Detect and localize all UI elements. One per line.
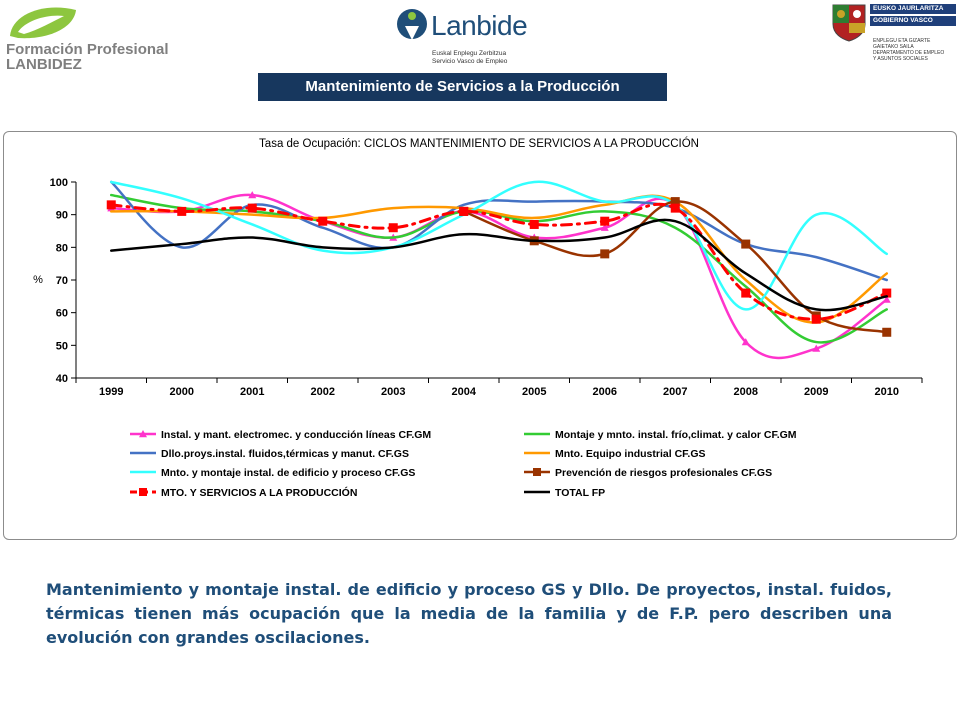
data-point [106, 200, 116, 210]
occupancy-line-chart: Tasa de Ocupación: CICLOS MANTENIMIENTO … [33, 137, 923, 499]
chart-title: Tasa de Ocupación: CICLOS MANTENIMIENTO … [259, 137, 699, 150]
data-point [882, 327, 892, 337]
legend-label: Dllo.proys.instal. fluidos,térmicas y ma… [161, 448, 409, 460]
y-tick-label: 40 [56, 373, 68, 385]
data-point [318, 216, 328, 226]
data-point [600, 223, 609, 231]
legend-item: TOTAL FP [524, 487, 605, 499]
section-title-banner: Mantenimiento de Servicios a la Producci… [258, 73, 667, 101]
data-point [812, 344, 821, 352]
data-point [670, 197, 680, 207]
series-line [110, 180, 888, 311]
series-line [110, 180, 888, 282]
legend-item: Prevención de riesgos profesionales CF.G… [524, 467, 772, 479]
data-point [741, 288, 751, 298]
gv-bar-gobierno: GOBIERNO VASCO [870, 16, 956, 26]
series-3 [110, 180, 888, 282]
legend-marker [139, 488, 147, 496]
data-point [248, 191, 257, 199]
lanbide-name: Lanbide [431, 10, 528, 41]
data-point [177, 206, 187, 216]
data-point [882, 288, 892, 298]
series-line [110, 194, 888, 324]
y-axis-label: % [33, 274, 43, 286]
legend-item: Dllo.proys.instal. fluidos,térmicas y ma… [130, 448, 409, 460]
x-tick-label: 2001 [240, 386, 264, 398]
series-7 [106, 200, 892, 324]
legend-label: Mnto. Equipo industrial CF.GS [555, 448, 706, 460]
data-point [247, 203, 257, 213]
series-layer [106, 180, 892, 360]
data-point [741, 338, 750, 346]
y-tick-label: 50 [56, 340, 68, 352]
data-point [388, 223, 398, 233]
series-5 [110, 180, 888, 311]
data-point [811, 314, 821, 324]
x-tick-label: 2007 [663, 386, 687, 398]
legend-label: Prevención de riesgos profesionales CF.G… [555, 467, 772, 479]
x-tick-label: 2000 [170, 386, 194, 398]
legend-label: MTO. Y SERVICIOS A LA PRODUCCIÓN [161, 486, 357, 499]
chart-legend: Instal. y mant. electromec. y conducción… [130, 429, 797, 499]
lanbide-emblem-icon [397, 9, 427, 40]
y-tick-label: 60 [56, 308, 68, 320]
y-tick-label: 90 [56, 210, 68, 222]
legend-label: Instal. y mant. electromec. y conducción… [161, 429, 431, 441]
fp-logo-line2: LANBIDEZ [6, 56, 82, 73]
chart-axes: 40 50 60 70 80 90 100 1999 2000 2001 2002 2003 2004 2… [50, 177, 923, 398]
x-tick-label: 1999 [99, 386, 123, 398]
x-tick-label: 2008 [734, 386, 758, 398]
data-point [529, 219, 539, 229]
gv-bar-eusko: EUSKO JAURLARITZA [870, 4, 956, 14]
legend-marker [139, 430, 147, 438]
gv-dept-line2: GAIETAKO SAILA [873, 44, 914, 50]
legend-label: TOTAL FP [555, 487, 605, 499]
x-tick-label: 2009 [804, 386, 828, 398]
y-tick-label: 100 [50, 177, 68, 189]
x-tick-label: 2005 [522, 386, 546, 398]
data-point [600, 249, 610, 259]
gobierno-vasco-logo: EUSKO JAURLARITZA GOBIERNO VASCO ENPLEGU… [830, 2, 956, 70]
gv-dept-line1: ENPLEGU ETA GIZARTE [873, 38, 931, 44]
legend-item: Montaje y mnto. instal. frío,climat. y c… [524, 429, 797, 441]
y-tick-label: 70 [56, 275, 68, 287]
data-point [670, 203, 680, 213]
legend-marker [533, 468, 541, 476]
x-tick-label: 2010 [875, 386, 899, 398]
series-8 [110, 218, 888, 312]
x-tick-label: 2004 [452, 386, 477, 398]
fp-leaf-icon [10, 7, 76, 39]
legend-item: Mnto. Equipo industrial CF.GS [524, 448, 706, 460]
legend-item: Mnto. y montaje instal. de edificio y pr… [130, 467, 415, 479]
lanbide-sub-es: Servicio Vasco de Empleo [432, 58, 508, 65]
data-point [882, 295, 891, 303]
formacion-profesional-logo: Formación Profesional LANBIDEZ [4, 2, 179, 72]
legend-label: Mnto. y montaje instal. de edificio y pr… [161, 467, 415, 479]
x-tick-label: 2002 [311, 386, 335, 398]
gv-dept-line3: DEPARTAMENTO DE EMPLEO [873, 50, 945, 56]
data-point [741, 239, 751, 249]
x-tick-label: 2003 [381, 386, 405, 398]
legend-item: MTO. Y SERVICIOS A LA PRODUCCIÓN [130, 486, 357, 499]
legend-item: Instal. y mant. electromec. y conducción… [130, 429, 431, 441]
coat-of-arms-icon [832, 4, 866, 42]
fp-logo-line1: Formación Profesional [6, 41, 169, 58]
analysis-caption: Mantenimiento y montaje instal. de edifi… [46, 580, 892, 647]
x-tick-label: 2006 [593, 386, 617, 398]
lanbide-sub-eu: Euskal Enplegu Zerbitzua [432, 50, 507, 57]
data-point [600, 216, 610, 226]
gv-dept-line4: Y ASUNTOS SOCIALES [873, 56, 928, 62]
legend-label: Montaje y mnto. instal. frío,climat. y c… [555, 429, 797, 441]
data-point [459, 206, 469, 216]
series-4 [110, 194, 888, 324]
lanbide-logo: Lanbide Euskal Enplegu Zerbitzua Servici… [395, 6, 535, 66]
y-tick-label: 80 [56, 242, 68, 254]
series-line [110, 218, 888, 312]
